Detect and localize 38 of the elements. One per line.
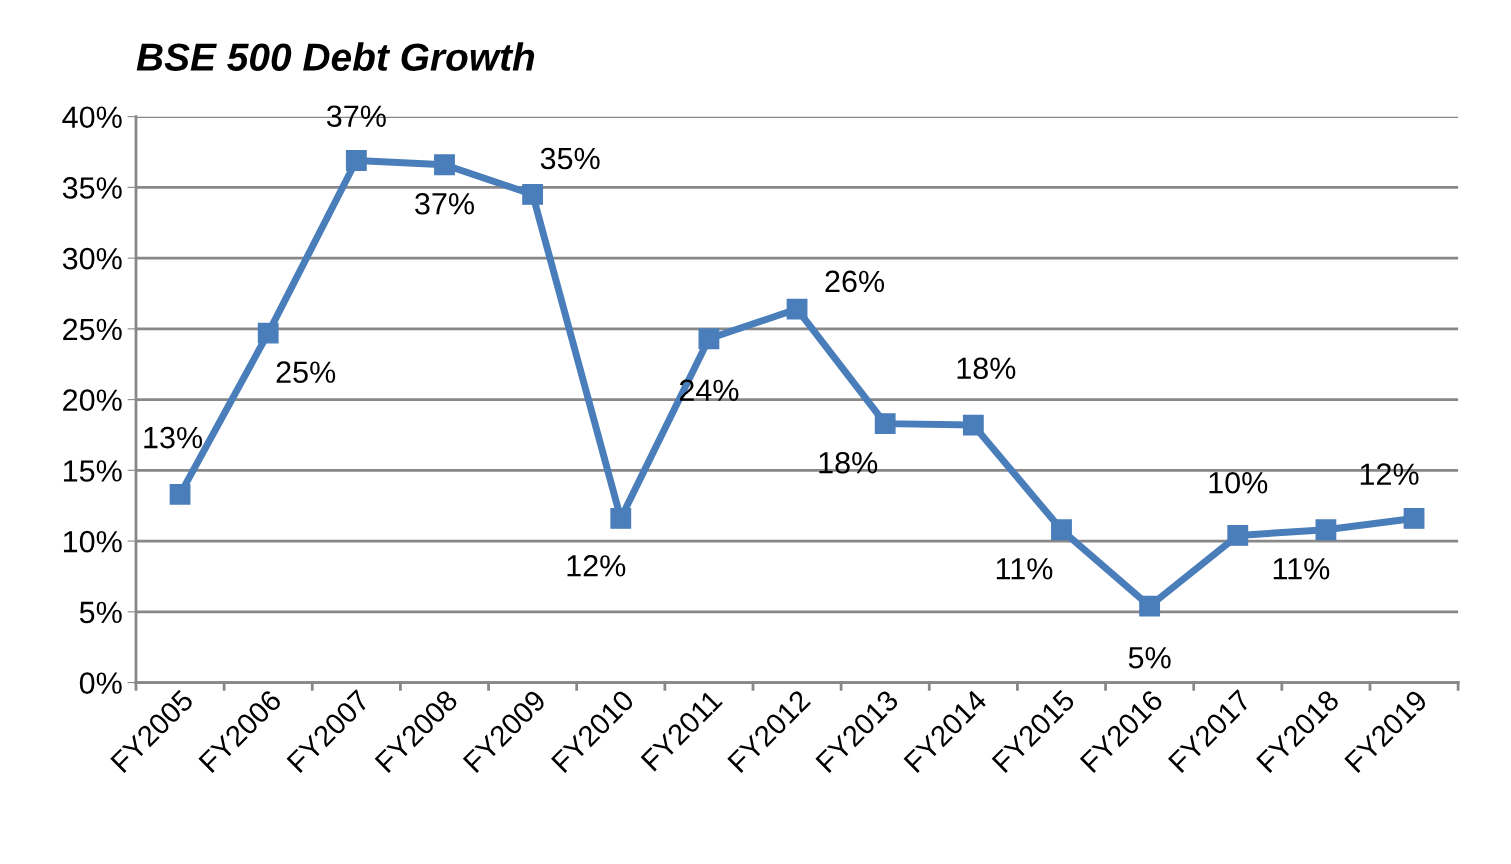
y-tick-label: 10%	[63, 530, 122, 553]
y-tick-label: 40%	[62, 106, 122, 129]
point	[1315, 519, 1337, 541]
data-label: 11%	[1273, 558, 1330, 580]
point	[434, 154, 455, 176]
point	[169, 483, 191, 505]
y-tick-label: 20%	[63, 389, 122, 411]
data-label: 26%	[825, 270, 885, 293]
point	[1139, 595, 1161, 617]
point	[257, 322, 279, 344]
chart-title: BSE 500 Debt Growth	[136, 42, 535, 71]
point	[522, 184, 544, 205]
data-label: 11%	[996, 558, 1053, 580]
point	[610, 508, 632, 529]
data-label: 18%	[819, 451, 878, 474]
data-label: 13%	[144, 426, 203, 449]
data-label: 12%	[567, 555, 626, 577]
point	[698, 328, 720, 350]
data-label: 37%	[415, 192, 474, 215]
point	[962, 414, 984, 436]
point	[345, 150, 367, 171]
point	[1227, 525, 1249, 546]
data-label: 25%	[276, 361, 336, 383]
y-tick-label: 30%	[62, 247, 122, 270]
y-tick-label: 35%	[62, 177, 122, 199]
y-tick-label: 25%	[63, 318, 122, 341]
data-label: 5%	[1128, 647, 1171, 669]
data-label: 37%	[326, 105, 386, 128]
data-label: 18%	[957, 357, 1016, 380]
point	[874, 413, 896, 435]
y-tick-label: 15%	[63, 460, 122, 482]
point	[1051, 519, 1072, 541]
y-tick-label: 5%	[79, 601, 122, 624]
data-label: 10%	[1209, 471, 1268, 494]
data-label: 12%	[1360, 463, 1419, 485]
data-label: 35%	[540, 147, 600, 170]
point	[786, 298, 808, 320]
point	[1403, 508, 1425, 529]
